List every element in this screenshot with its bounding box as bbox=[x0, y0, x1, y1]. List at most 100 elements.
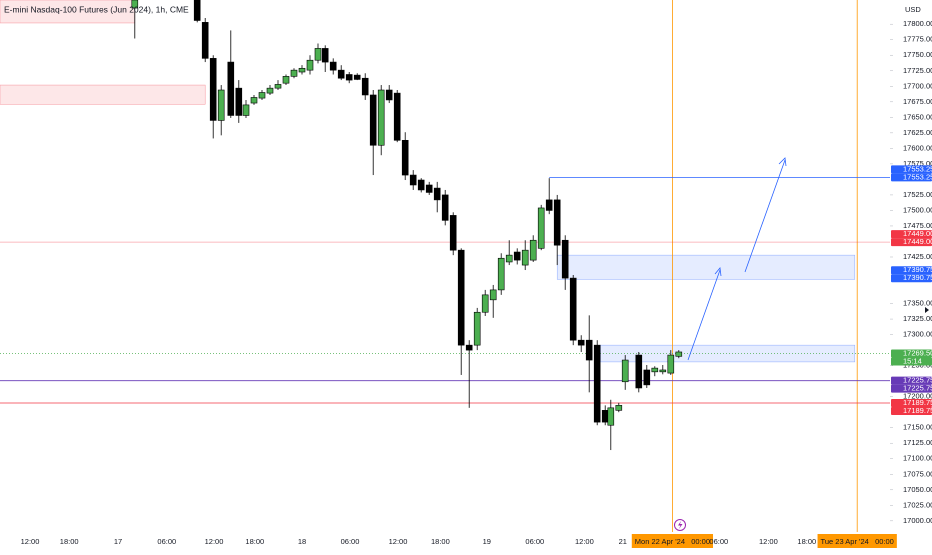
x-tick-label: 18:00 bbox=[797, 537, 816, 546]
y-tick-label: 17125.00 bbox=[903, 438, 932, 447]
candle-body bbox=[607, 407, 615, 426]
candle-body bbox=[227, 61, 235, 116]
candle-body bbox=[537, 207, 545, 249]
candle-body bbox=[497, 257, 505, 291]
candle-body bbox=[585, 339, 593, 361]
y-tick-label: 17700.00 bbox=[903, 81, 932, 90]
y-tick-label: 17475.00 bbox=[903, 221, 932, 230]
price-label-bg bbox=[891, 349, 932, 358]
arrow-leg bbox=[744, 159, 786, 273]
candle-body bbox=[385, 89, 393, 101]
candle-body bbox=[569, 277, 577, 341]
x-tick-label: 18:00 bbox=[245, 537, 264, 546]
candle-body bbox=[621, 359, 629, 383]
candle-body bbox=[242, 104, 250, 116]
price-label-bg bbox=[891, 399, 932, 408]
y-tick-label: 17525.00 bbox=[903, 190, 932, 199]
candle-body bbox=[593, 344, 601, 423]
y-tick-label: 17625.00 bbox=[903, 128, 932, 137]
y-tick-label: 17650.00 bbox=[903, 112, 932, 121]
x-tick-label: 18:00 bbox=[60, 537, 79, 546]
time-axis bbox=[0, 532, 932, 550]
candle-body bbox=[337, 69, 345, 79]
levels bbox=[0, 0, 890, 532]
candle-body bbox=[425, 184, 433, 193]
countdown-label-bg bbox=[891, 357, 932, 366]
candle-body bbox=[209, 58, 217, 121]
price-label-bg bbox=[891, 376, 932, 385]
candle-body bbox=[235, 87, 243, 116]
candle-body bbox=[321, 48, 329, 63]
candle-body bbox=[561, 239, 569, 279]
candle-body bbox=[401, 139, 409, 176]
x-tick-highlight bbox=[817, 534, 897, 548]
axis-marker bbox=[925, 307, 929, 313]
candle-body bbox=[409, 174, 417, 186]
price-label: 17390.75 bbox=[903, 265, 932, 274]
price-label: 17449.00 bbox=[903, 237, 932, 246]
candle-body bbox=[521, 249, 529, 266]
chart-title: E-mini Nasdaq-100 Futures (Jun 2024), 1h… bbox=[4, 4, 189, 14]
projection-arrow bbox=[687, 157, 787, 361]
candle-body bbox=[433, 187, 441, 201]
candle-body bbox=[417, 179, 425, 191]
y-tick-label: 17000.00 bbox=[903, 516, 932, 525]
y-tick-label: 17500.00 bbox=[903, 205, 932, 214]
y-tick-label: 17325.00 bbox=[903, 314, 932, 323]
price-axis bbox=[890, 0, 932, 532]
x-tick-label: 21 bbox=[619, 537, 627, 546]
price-label: 17553.25 bbox=[903, 172, 932, 181]
candle-body bbox=[473, 311, 481, 346]
candle-body bbox=[329, 61, 337, 71]
candle-body bbox=[377, 89, 385, 146]
y-tick-label: 17075.00 bbox=[903, 469, 932, 478]
price-label-bg bbox=[891, 384, 932, 393]
candle-body bbox=[481, 294, 489, 313]
price-label-bg bbox=[891, 230, 932, 239]
price-label-bg bbox=[891, 266, 932, 275]
price-label-bg bbox=[891, 165, 932, 174]
candle-body bbox=[131, 0, 139, 9]
candle-body bbox=[667, 354, 675, 374]
candle-body bbox=[353, 74, 361, 80]
candle-body bbox=[489, 289, 497, 301]
candle-body bbox=[449, 215, 457, 251]
price-label: 17189.75 bbox=[903, 398, 932, 407]
x-tick-label: 06:00 bbox=[525, 537, 544, 546]
price-label-bg bbox=[891, 407, 932, 416]
price-label: 17225.75 bbox=[903, 376, 932, 385]
candle-body bbox=[651, 367, 659, 373]
candles bbox=[131, 0, 683, 451]
axes: 17800.00 17775.00 17750.00 17725.00 17700.00… bbox=[21, 19, 932, 548]
y-tick-label: 17025.00 bbox=[903, 500, 932, 509]
arrow-head bbox=[714, 267, 722, 277]
candle-body bbox=[457, 249, 465, 346]
y-tick-label: 17200.00 bbox=[903, 392, 932, 401]
y-tick-label: 17350.00 bbox=[903, 299, 932, 308]
x-tick-label: Mon 22 Apr '24 00:00 bbox=[635, 537, 710, 546]
x-tick-label: 12:00 bbox=[21, 537, 40, 546]
price-label: 17189.75 bbox=[903, 406, 932, 415]
candle-body bbox=[298, 67, 306, 73]
y-tick-label: 17300.00 bbox=[903, 330, 932, 339]
zone bbox=[556, 254, 856, 280]
price-label: 17269.50 bbox=[903, 349, 932, 358]
candle-body bbox=[369, 94, 377, 146]
x-tick-label: Tue 23 Apr '24 00:00 bbox=[821, 537, 894, 546]
y-tick-label: 17100.00 bbox=[903, 454, 932, 463]
x-tick-label: 17 bbox=[114, 537, 122, 546]
x-tick-label: 12:00 bbox=[759, 537, 778, 546]
event-icon[interactable] bbox=[674, 519, 686, 531]
y-tick-label: 17775.00 bbox=[903, 35, 932, 44]
candle-body bbox=[601, 410, 609, 423]
event-bolt bbox=[678, 521, 683, 529]
candle-body bbox=[675, 351, 683, 357]
candle-body bbox=[290, 69, 298, 77]
x-tick-highlight bbox=[631, 534, 714, 548]
candle-body bbox=[529, 239, 537, 261]
candle-body bbox=[465, 344, 473, 351]
candle-body bbox=[643, 369, 651, 386]
